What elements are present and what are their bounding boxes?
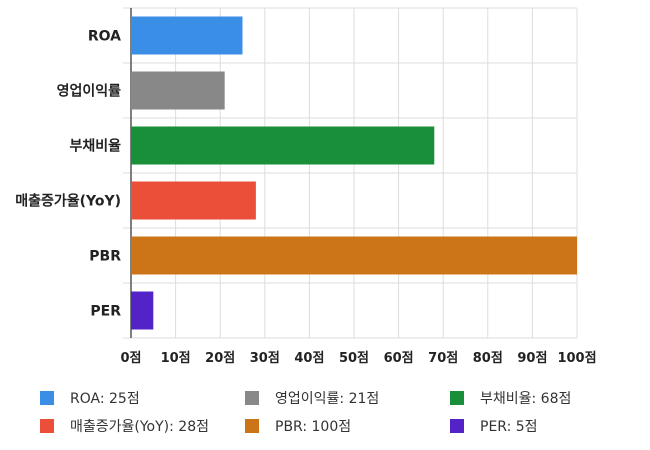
x-tick-label: 60점 [384,351,414,366]
legend-label: 영업이익률: 21점 [275,391,380,407]
legend-swatch [245,419,259,433]
x-tick-label: 0점 [120,351,141,366]
x-tick-label: 50점 [339,351,369,366]
bar [131,236,577,275]
x-tick-label: 100점 [557,351,596,366]
x-tick-label: 20점 [205,351,235,366]
legend-swatch [245,391,259,405]
legend-swatch [450,419,464,433]
legend-item: PBR: 100점 [245,416,351,436]
legend-label: ROA: 25점 [70,391,140,407]
x-tick-label: 90점 [517,351,547,366]
x-tick-label: 30점 [250,351,280,366]
legend-label: PBR: 100점 [275,419,352,435]
bars [131,16,577,330]
category-label: PBR [89,249,121,265]
grid [123,7,578,339]
x-tick-label: 40점 [294,351,324,366]
category-label: 영업이익률 [57,83,122,100]
category-label: PER [90,304,121,320]
bar [131,291,154,330]
legend-swatch [450,391,464,405]
bar [131,181,256,220]
legend-label: 매출증가율(YoY): 28점 [70,419,209,435]
legend-label: PER: 5점 [480,419,538,435]
category-label: 부채비율 [69,138,121,155]
legend-swatch [40,419,54,433]
legend-swatch [40,391,54,405]
x-tick-label: 80점 [473,351,503,366]
x-tick-label: 10점 [161,351,191,366]
category-label: ROA [88,29,121,45]
bar [131,71,225,110]
legend-item: PER: 5점 [450,416,538,436]
legend-label: 부채비율: 68점 [480,391,572,407]
x-tick-label: 70점 [428,351,458,366]
legend-item: 영업이익률: 21점 [245,388,379,408]
legend-item: 매출증가율(YoY): 28점 [40,416,209,436]
legend-item: ROA: 25점 [40,388,140,408]
category-label: 매출증가율(YoY) [15,193,121,210]
legend-item: 부채비율: 68점 [450,388,571,408]
bar [131,126,435,165]
bar [131,16,243,55]
x-tick-labels: 0점 10점 20점 30점 40점 50점 60점 70점 80점 90점 100점 [120,351,596,366]
